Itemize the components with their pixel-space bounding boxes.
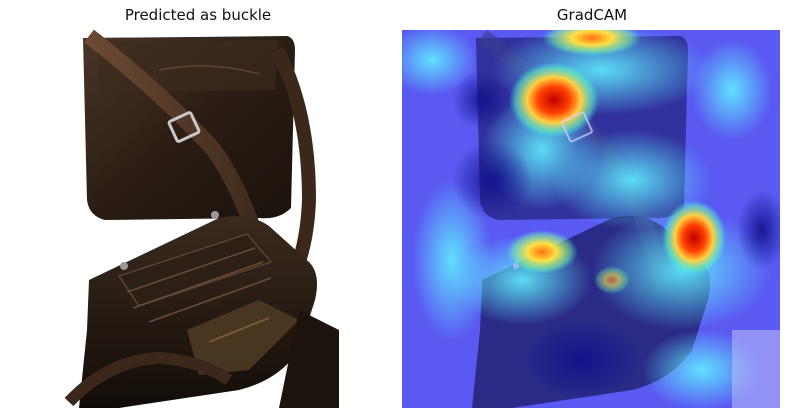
gradcam-heatmap xyxy=(402,30,780,408)
bag-photo xyxy=(9,30,387,408)
bag-illustration xyxy=(9,30,387,408)
gradcam-overlay xyxy=(402,30,780,408)
right-panel-title: GradCAM xyxy=(556,6,628,24)
left-panel-title: Predicted as buckle xyxy=(124,6,272,24)
